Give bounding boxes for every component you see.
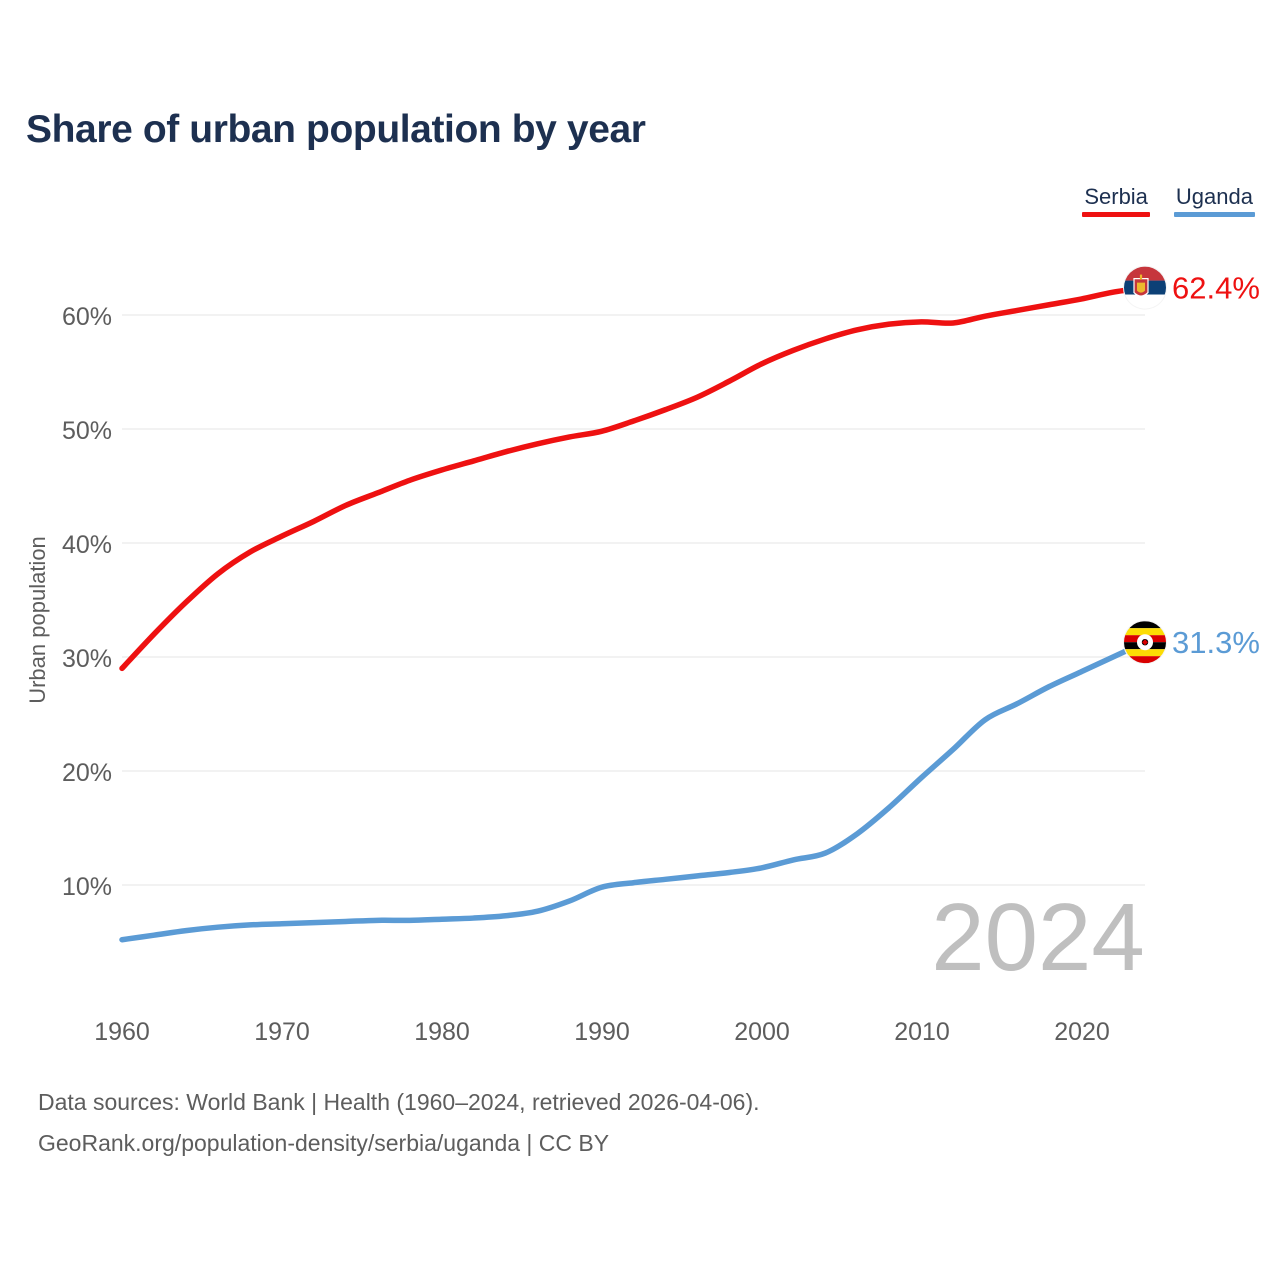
legend-swatch-uganda: [1173, 212, 1255, 217]
x-tick-label: 1970: [254, 1018, 310, 1046]
chart-legend: Serbia Uganda: [1082, 184, 1255, 217]
y-tick-label: 50%: [62, 417, 112, 445]
x-axis-ticks: 1960 1970 1980 1990 2000 2010 2020: [94, 1018, 1110, 1046]
y-axis-ticks: 60% 50% 40% 30% 20% 10%: [62, 303, 112, 901]
series-line-uganda: [119, 639, 1148, 943]
endpoint-marker-uganda[interactable]: [1123, 620, 1167, 665]
endpoint-value-serbia: 62.4%: [1172, 271, 1260, 306]
legend-label-serbia: Serbia: [1084, 184, 1148, 209]
endpoint-marker-serbia[interactable]: [1123, 265, 1167, 310]
page-title: Share of urban population by year: [26, 108, 646, 151]
watermark-year: 2024: [931, 884, 1145, 991]
legend-label-uganda: Uganda: [1175, 184, 1253, 209]
footer-line-2: GeoRank.org/population-density/serbia/ug…: [38, 1130, 610, 1156]
y-tick-label: 30%: [62, 645, 112, 673]
legend-item-serbia[interactable]: Serbia: [1082, 184, 1150, 217]
x-tick-label: 2020: [1054, 1018, 1110, 1046]
y-tick-label: 20%: [62, 759, 112, 787]
footer-sources: Data sources: World Bank | Health (1960–…: [38, 1082, 760, 1164]
x-tick-label: 1980: [414, 1018, 470, 1046]
y-tick-label: 40%: [62, 531, 112, 559]
x-tick-label: 2000: [734, 1018, 790, 1046]
y-tick-label: 60%: [62, 303, 112, 331]
x-tick-label: 1960: [94, 1018, 150, 1046]
endpoint-value-uganda: 31.3%: [1172, 625, 1260, 660]
series-line-serbia: [119, 284, 1148, 672]
x-tick-label: 2010: [894, 1018, 950, 1046]
y-axis-title: Urban population: [25, 536, 50, 704]
legend-swatch-serbia: [1082, 212, 1150, 217]
y-tick-label: 10%: [62, 873, 112, 901]
x-tick-label: 1990: [574, 1018, 630, 1046]
footer-line-1: Data sources: World Bank | Health (1960–…: [38, 1089, 760, 1115]
legend-item-uganda[interactable]: Uganda: [1173, 184, 1255, 217]
gridlines: [122, 314, 1145, 886]
